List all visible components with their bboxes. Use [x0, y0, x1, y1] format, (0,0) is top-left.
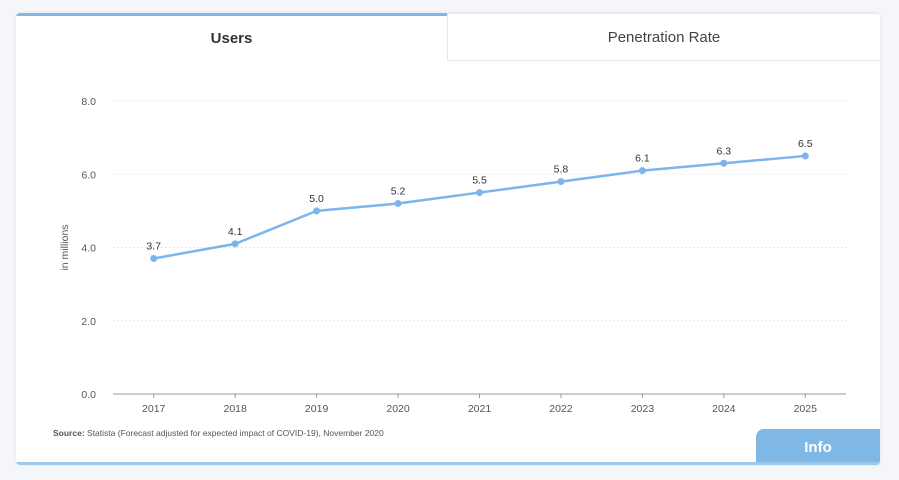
- line-chart: 0.0 2.0 4.0 6.0 8.0 2017 2018 2019 2020 2021 2022 2…: [59, 96, 846, 415]
- y-tick-label: 0.0: [81, 389, 96, 401]
- y-tick-label: 6.0: [81, 169, 96, 181]
- data-point: [476, 189, 483, 197]
- tab-penetration-rate[interactable]: Penetration Rate: [447, 13, 880, 61]
- x-tick-label: 2023: [631, 403, 655, 415]
- data-label: 5.8: [554, 164, 569, 176]
- x-tick-label: 2020: [386, 403, 410, 415]
- data-label: 5.2: [391, 186, 406, 198]
- x-tick-label: 2025: [794, 403, 818, 415]
- y-tick-label: 4.0: [81, 243, 96, 255]
- data-point: [394, 200, 402, 208]
- data-label: 6.5: [798, 138, 813, 150]
- x-tick-label: 2022: [549, 403, 573, 415]
- data-label: 5.5: [472, 175, 487, 187]
- data-point: [313, 207, 321, 215]
- tab-users[interactable]: Users: [16, 13, 447, 61]
- x-tick-label: 2021: [468, 403, 492, 415]
- x-tick-label: 2018: [223, 403, 247, 415]
- x-tick-label: 2024: [712, 403, 736, 415]
- data-label: 4.1: [228, 226, 243, 238]
- x-tick-label: 2019: [305, 403, 329, 415]
- info-button[interactable]: Info: [756, 429, 880, 465]
- source-text: Statista (Forecast adjusted for expected…: [87, 428, 384, 438]
- data-label: 6.3: [717, 145, 732, 157]
- data-point: [231, 240, 239, 248]
- tab-bar: Users Penetration Rate: [16, 13, 880, 61]
- data-point: [557, 178, 565, 186]
- data-label: 6.1: [635, 153, 650, 165]
- card-bottom-border: [16, 462, 880, 465]
- y-tick-label: 8.0: [81, 96, 96, 108]
- data-point: [150, 254, 158, 262]
- data-label: 3.7: [146, 240, 161, 252]
- data-point: [638, 167, 646, 175]
- data-label: 5.0: [309, 193, 324, 205]
- source-label: Source:: [53, 428, 85, 438]
- y-axis-label: in millions: [59, 224, 71, 270]
- data-point: [801, 152, 809, 160]
- chart-card: Users Penetration Rate 0.0 2.0 4.0 6.0 8.0 20…: [16, 13, 880, 465]
- x-tick-label: 2017: [142, 403, 166, 415]
- series-line: [153, 154, 806, 260]
- source-note: Source: Statista (Forecast adjusted for …: [53, 428, 384, 438]
- data-point: [720, 159, 728, 167]
- y-tick-label: 2.0: [81, 316, 96, 328]
